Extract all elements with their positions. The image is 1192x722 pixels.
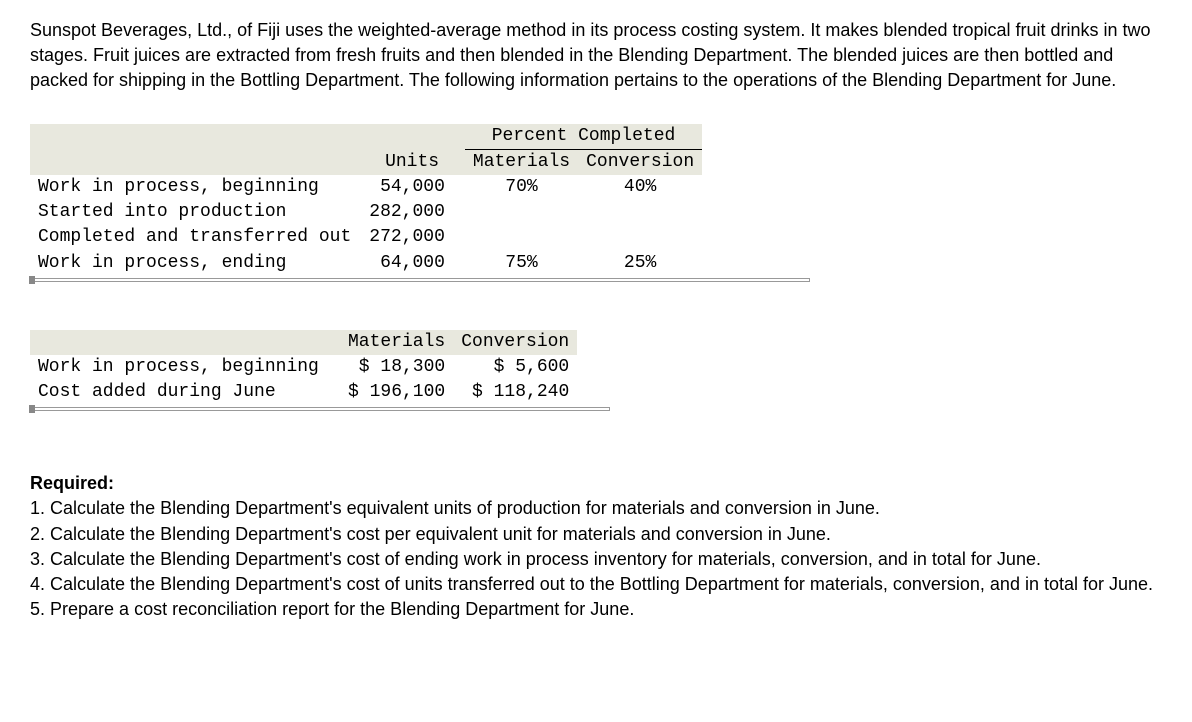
table-row-label: Work in process, ending	[30, 251, 359, 276]
required-title: Required:	[30, 471, 1162, 496]
scroll-indicator	[30, 407, 610, 411]
required-item: 4. Calculate the Blending Department's c…	[30, 572, 1162, 597]
table-cell: 70%	[465, 175, 578, 200]
costs-table: Materials Conversion Work in process, be…	[30, 330, 577, 406]
table-cell: 40%	[578, 175, 702, 200]
table-cell: $ 118,240	[453, 380, 577, 405]
table-cell: 75%	[465, 251, 578, 276]
conversion-cost-header: Conversion	[453, 330, 577, 355]
table-cell	[465, 200, 578, 225]
table-cell: $ 5,600	[453, 355, 577, 380]
table-cell: 54,000	[359, 175, 465, 200]
required-section: Required: 1. Calculate the Blending Depa…	[30, 471, 1162, 622]
problem-intro: Sunspot Beverages, Ltd., of Fiji uses th…	[30, 18, 1162, 94]
table-cell: 282,000	[359, 200, 465, 225]
percent-completed-header: Percent Completed	[465, 124, 702, 150]
table-cell	[465, 225, 578, 250]
table-cell: 272,000	[359, 225, 465, 250]
table-cell	[578, 225, 702, 250]
table-cell: $ 18,300	[340, 355, 453, 380]
table-row-label: Work in process, beginning	[30, 355, 340, 380]
materials-header: Materials	[465, 149, 578, 175]
materials-cost-header: Materials	[340, 330, 453, 355]
table-row-label: Work in process, beginning	[30, 175, 359, 200]
table-cell: 64,000	[359, 251, 465, 276]
table-row-label: Started into production	[30, 200, 359, 225]
required-item: 3. Calculate the Blending Department's c…	[30, 547, 1162, 572]
table-row-label: Completed and transferred out	[30, 225, 359, 250]
required-item: 2. Calculate the Blending Department's c…	[30, 522, 1162, 547]
table-row-label: Cost added during June	[30, 380, 340, 405]
scroll-indicator	[30, 278, 810, 282]
table-cell: $ 196,100	[340, 380, 453, 405]
required-item: 1. Calculate the Blending Department's e…	[30, 496, 1162, 521]
table-cell	[578, 200, 702, 225]
table-cell: 25%	[578, 251, 702, 276]
conversion-header: Conversion	[578, 149, 702, 175]
units-header: Units	[359, 149, 465, 175]
units-table: Percent Completed Units Materials Conver…	[30, 124, 702, 276]
required-item: 5. Prepare a cost reconciliation report …	[30, 597, 1162, 622]
